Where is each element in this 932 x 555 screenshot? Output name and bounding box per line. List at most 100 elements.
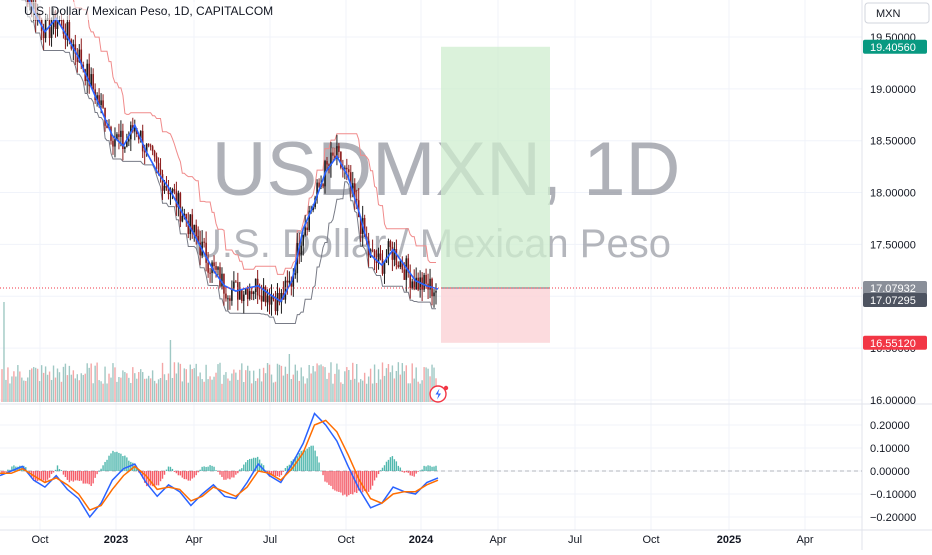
macd-histogram-bar <box>42 471 45 481</box>
position-loss-zone[interactable] <box>441 288 550 343</box>
candle-body <box>124 146 126 150</box>
macd-histogram-bar <box>60 470 63 471</box>
macd-histogram-bar <box>96 471 98 475</box>
volume-bar <box>48 371 51 402</box>
macd-histogram-bar <box>306 448 308 471</box>
volume-bar <box>60 381 63 402</box>
macd-histogram-bar <box>233 471 235 478</box>
volume-bar <box>70 374 73 402</box>
candle-body <box>139 130 142 140</box>
candle-body <box>133 128 136 132</box>
macd-histogram-bar <box>86 471 88 484</box>
volume-bar <box>27 377 29 402</box>
candle-body <box>288 280 291 283</box>
candle-body <box>203 241 205 243</box>
candle-body <box>197 235 199 243</box>
macd-histogram-bar <box>102 465 104 471</box>
macd-histogram-bar <box>247 460 249 471</box>
candle-body <box>151 146 154 152</box>
macd-histogram-bar <box>171 468 174 471</box>
macd-histogram-bar <box>375 471 378 478</box>
volume-bar <box>175 373 178 402</box>
macd-histogram-bar <box>411 471 413 476</box>
macd-histogram-bar <box>209 465 211 471</box>
volume-bar <box>5 379 7 402</box>
macd-histogram-bar <box>300 450 302 471</box>
macd-histogram-bar <box>9 469 11 471</box>
time-axis[interactable]: Oct 2023 Apr Jul Oct 2024 Apr Jul Oct 2025 Apr <box>31 534 813 546</box>
volume-bar <box>413 378 415 402</box>
volume-bar <box>191 369 193 402</box>
volume-bar <box>361 380 364 402</box>
volume-bar <box>367 376 370 402</box>
macd-histogram-bar <box>40 471 43 481</box>
macd-histogram-bar <box>316 456 318 471</box>
macd-histogram-bar <box>62 471 65 475</box>
position-profit-zone[interactable] <box>441 46 550 289</box>
candle-body <box>219 267 221 287</box>
candle-body <box>209 272 211 274</box>
volume-bar <box>183 368 186 402</box>
volume-bar <box>369 368 372 402</box>
macd-histogram-bar <box>114 452 116 471</box>
volume-bar <box>316 363 318 402</box>
volume-bar <box>110 377 112 402</box>
macd-axis[interactable]: 0.20000 0.10000 0.00000 −0.10000 −0.20000 <box>870 420 916 524</box>
volume-bar <box>344 371 346 402</box>
candle-body <box>425 274 427 284</box>
volume-bar <box>387 364 390 402</box>
volume-bar <box>286 373 289 402</box>
volume-bar <box>296 370 298 402</box>
volume-bar <box>21 377 23 402</box>
macd-histogram-bar <box>250 458 253 471</box>
macd-histogram-bar <box>181 471 184 478</box>
volume-bar <box>225 372 227 402</box>
volume-bar <box>9 383 11 402</box>
macd-histogram-bar <box>136 467 138 471</box>
volume-bar <box>155 383 158 402</box>
macd-histogram-bar <box>401 471 404 472</box>
candle-body <box>191 214 194 232</box>
macd-histogram-bar <box>389 457 392 471</box>
candle-body <box>322 184 324 187</box>
volume-bar <box>348 370 350 402</box>
volume-bar <box>98 380 100 402</box>
candle-body <box>433 292 435 297</box>
macd-histogram-bar <box>38 471 41 481</box>
volume-bar <box>389 372 392 402</box>
macd-histogram-bar <box>235 471 237 475</box>
volume-bar <box>189 364 191 402</box>
macd-histogram-bar <box>199 469 201 471</box>
macd-histogram-bar <box>284 467 287 471</box>
candle-body <box>120 130 122 137</box>
currency-button[interactable] <box>864 2 930 24</box>
macd-histogram-bar <box>167 466 170 471</box>
volume-bar <box>379 379 382 402</box>
price-axis[interactable]: 19.5000019.0000018.5000018.0000017.50000… <box>870 32 916 407</box>
macd-tick-label: −0.10000 <box>870 489 916 501</box>
macd-histogram-bar <box>106 459 108 471</box>
macd-histogram-bar <box>332 471 334 490</box>
volume-bar <box>260 381 263 402</box>
macd-histogram-bar <box>419 470 421 472</box>
price-tick-label: 17.50000 <box>870 239 916 251</box>
candle-body <box>256 278 259 296</box>
macd-histogram-bar <box>367 471 370 492</box>
volume-bar <box>272 382 275 402</box>
candle-body <box>415 277 417 290</box>
volume-bar <box>177 362 180 402</box>
volume-bar <box>17 365 19 402</box>
volume-bar <box>427 368 429 402</box>
macd-histogram-bar <box>237 471 239 474</box>
lower-band-line <box>21 0 436 324</box>
macd-histogram-bar <box>5 471 7 472</box>
macd-histogram-bar <box>413 471 415 477</box>
macd-histogram-bar <box>328 471 330 485</box>
volume-bar <box>104 366 106 402</box>
volume-bar <box>318 365 320 402</box>
candle-body <box>355 198 358 201</box>
macd-histogram-bar <box>395 461 398 471</box>
macd-histogram-bar <box>126 457 128 471</box>
